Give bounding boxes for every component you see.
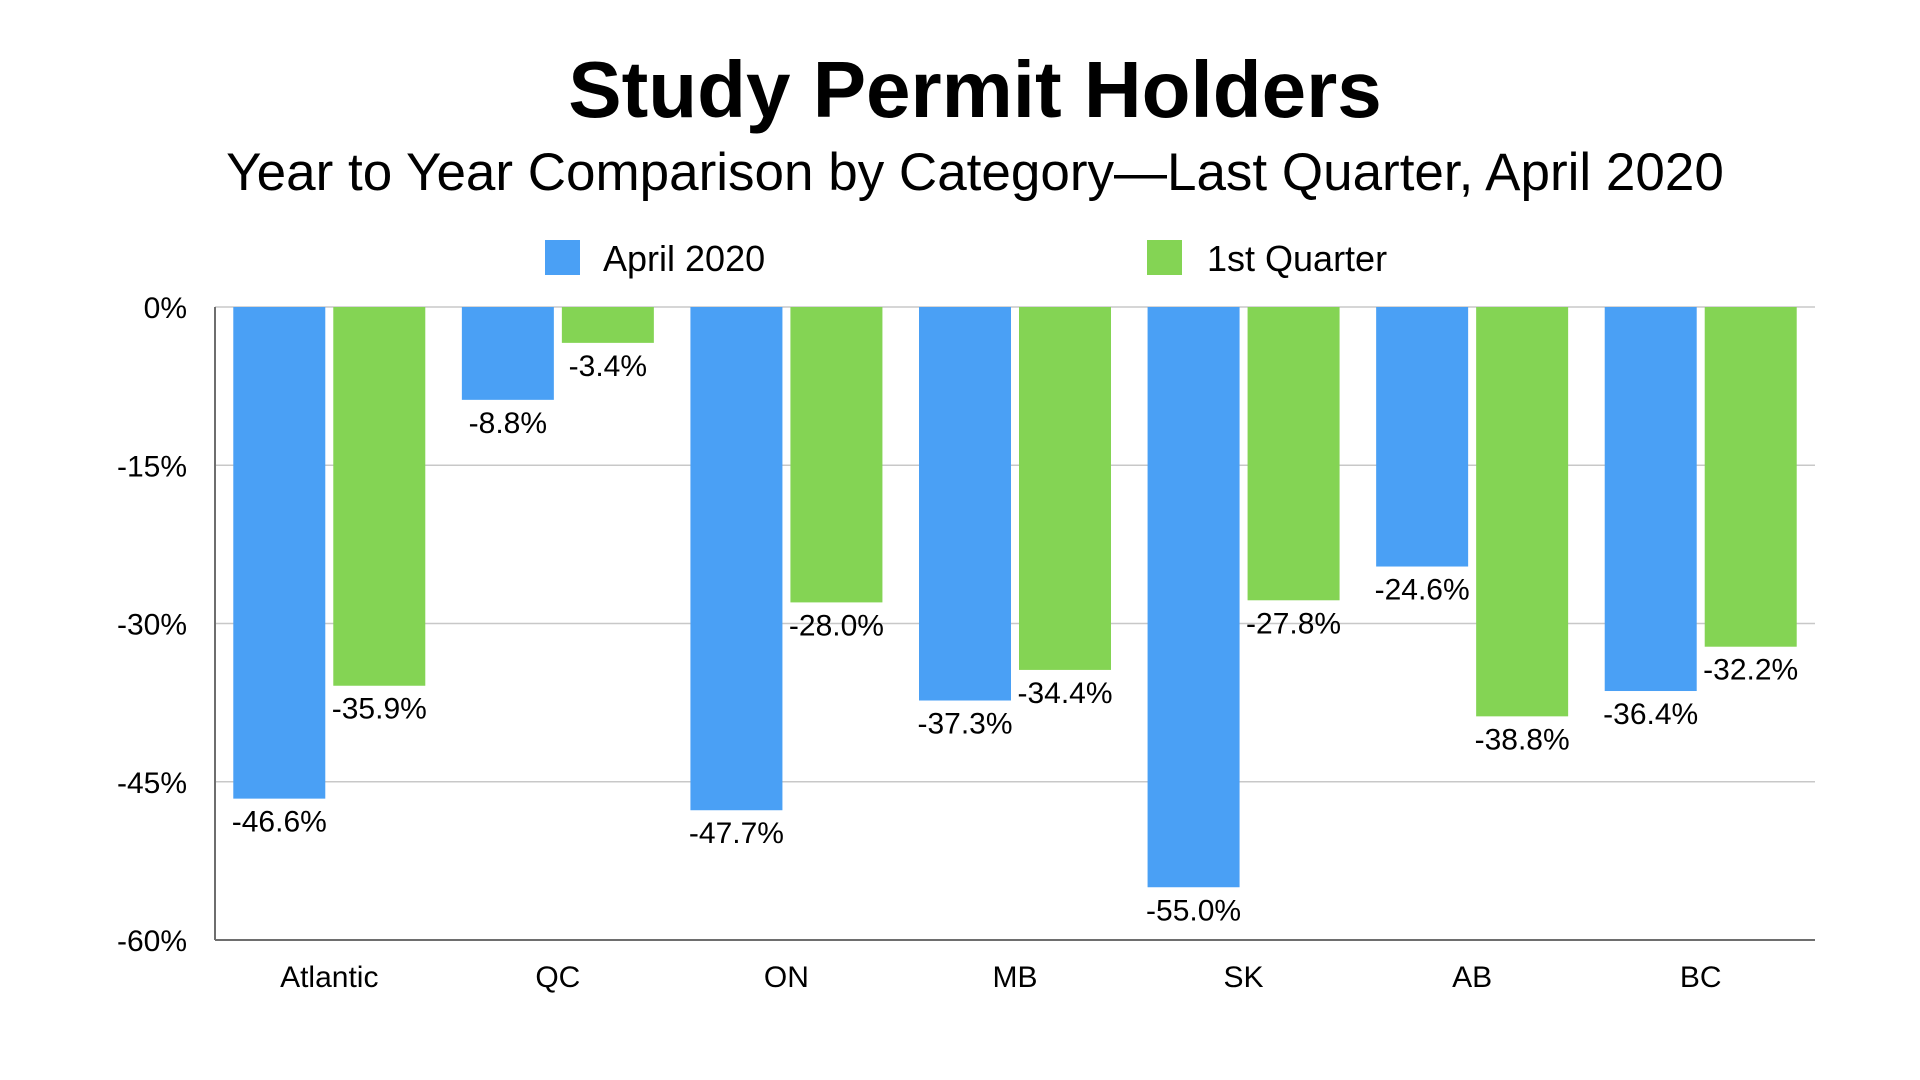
y-tick-label-2: -30% bbox=[117, 609, 187, 642]
legend-label-april-2020: April 2020 bbox=[603, 238, 765, 279]
data-label-on-1st-quarter: -28.0% bbox=[789, 609, 884, 642]
bar-sk-1st-quarter bbox=[1247, 307, 1340, 601]
x-tick-label-sk: SK bbox=[1224, 961, 1264, 994]
legend-swatch-1st-quarter bbox=[1147, 240, 1182, 275]
bar-ab-april-2020 bbox=[1376, 307, 1469, 567]
legend-swatch-april-2020 bbox=[545, 240, 580, 275]
x-tick-label-qc: QC bbox=[535, 961, 580, 994]
bar-bc-1st-quarter bbox=[1704, 307, 1797, 647]
x-axis-ticks: Atlantic QC ON MB SK AB BC bbox=[280, 961, 1721, 994]
y-tick-label-3: -45% bbox=[117, 767, 187, 800]
bar-ab-1st-quarter bbox=[1476, 307, 1569, 717]
data-label-ab-1st-quarter: -38.8% bbox=[1475, 723, 1570, 756]
chart-subtitle: Year to Year Comparison by Category—Last… bbox=[226, 143, 1724, 202]
data-label-mb-april-2020: -37.3% bbox=[917, 708, 1012, 741]
data-label-bc-april-2020: -36.4% bbox=[1603, 698, 1698, 731]
x-tick-label-bc: BC bbox=[1680, 961, 1722, 994]
data-label-qc-1st-quarter: -3.4% bbox=[569, 350, 647, 383]
data-label-bc-1st-quarter: -32.2% bbox=[1703, 654, 1798, 687]
y-tick-label-1: -15% bbox=[117, 450, 187, 483]
x-tick-label-atlantic: Atlantic bbox=[280, 961, 378, 994]
data-label-atlantic-1st-quarter: -35.9% bbox=[332, 693, 427, 726]
bar-mb-april-2020 bbox=[919, 307, 1011, 701]
x-tick-label-ab: AB bbox=[1452, 961, 1492, 994]
y-axis-ticks: 0% -15% -30% -45% -60% bbox=[117, 292, 187, 958]
data-label-sk-april-2020: -55.0% bbox=[1146, 894, 1241, 927]
chart-title: Study Permit Holders bbox=[568, 45, 1382, 134]
bar-qc-1st-quarter bbox=[561, 307, 654, 343]
bars bbox=[233, 307, 1797, 888]
bar-atlantic-1st-quarter bbox=[333, 307, 426, 686]
y-tick-label-0: 0% bbox=[144, 292, 187, 325]
legend: April 2020 1st Quarter bbox=[545, 238, 1387, 279]
gridlines bbox=[215, 306, 1815, 783]
bar-bc-april-2020 bbox=[1604, 307, 1697, 692]
bar-sk-april-2020 bbox=[1147, 307, 1240, 888]
data-label-qc-april-2020: -8.8% bbox=[469, 407, 547, 440]
data-label-atlantic-april-2020: -46.6% bbox=[232, 806, 327, 839]
bar-mb-1st-quarter bbox=[1019, 307, 1111, 670]
x-tick-label-on: ON bbox=[764, 961, 809, 994]
bar-qc-april-2020 bbox=[461, 307, 554, 400]
x-tick-label-mb: MB bbox=[993, 961, 1038, 994]
bar-data-labels: -46.6% -35.9% -8.8% -3.4% -47.7% -28.0% -37.3%… bbox=[232, 350, 1798, 927]
data-label-sk-1st-quarter: -27.8% bbox=[1246, 607, 1341, 640]
data-label-mb-1st-quarter: -34.4% bbox=[1017, 677, 1112, 710]
legend-label-1st-quarter: 1st Quarter bbox=[1207, 238, 1387, 279]
bar-on-april-2020 bbox=[690, 307, 783, 811]
bar-atlantic-april-2020 bbox=[233, 307, 326, 799]
y-tick-label-4: -60% bbox=[117, 925, 187, 958]
data-label-on-april-2020: -47.7% bbox=[689, 817, 784, 850]
bar-on-1st-quarter bbox=[790, 307, 883, 603]
data-label-ab-april-2020: -24.6% bbox=[1375, 574, 1470, 607]
